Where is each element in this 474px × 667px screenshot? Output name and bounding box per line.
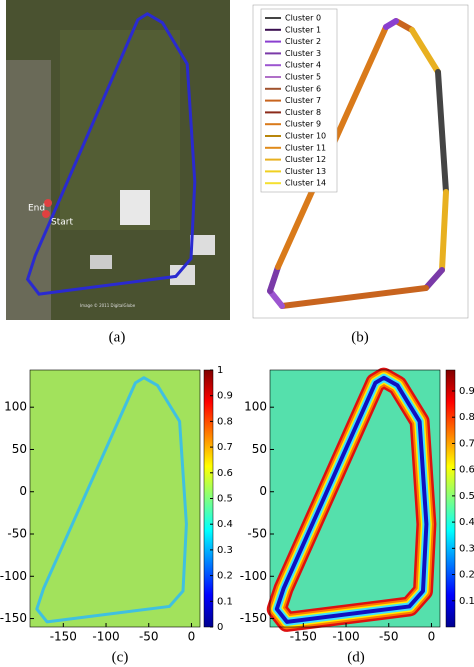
legend-label: Cluster 14 [285,179,326,188]
y-tick-label: 50 [252,442,267,456]
satellite-image [6,0,230,320]
end-label: End [28,204,45,214]
colorbar-tick-label: 0.1 [459,596,474,607]
caption: (b) [351,329,369,345]
colorbar-tick-label: 0.2 [459,570,474,581]
y-tick-label: -100 [0,569,27,583]
y-tick-label: 100 [244,400,267,414]
x-tick-label: -150 [50,630,77,644]
x-tick-label: 0 [188,630,196,644]
legend-label: Cluster 11 [285,143,326,152]
caption: (c) [112,649,129,665]
track [274,375,429,624]
track-segment [393,18,415,33]
y-tick-label: -50 [7,527,27,541]
y-tick-label: 100 [4,400,27,414]
colorbar-tick-label: 0.5 [217,494,233,505]
track-segment [383,18,399,30]
colorbar-tick-label: 0.4 [217,519,233,530]
legend-entries: Cluster 0 Cluster 1 Cluster 2 Cluster 3 Clus… [265,14,326,188]
axes-frame [29,369,201,628]
track-segment [267,264,281,294]
legend-label: Cluster 7 [285,96,321,105]
track-segment [423,267,445,291]
legend-label: Cluster 3 [285,49,321,58]
track-segment [279,285,429,309]
y-tick-label: -150 [0,611,27,625]
y-tick-label: 50 [12,442,27,456]
track [25,12,197,296]
legend-label: Cluster 9 [285,120,321,129]
y-tick-label: 0 [259,484,267,498]
legend-label: Cluster 8 [285,108,321,117]
track-segment [435,69,449,195]
y-tick-label: 0 [19,484,27,498]
legend-label: Cluster 10 [285,132,326,141]
y-tick-label: -150 [240,611,267,625]
legend-label: Cluster 12 [285,155,326,164]
credit: Image © 2011 DigitalGlobe [80,303,136,308]
colorbar-tick-label: 0.3 [217,545,233,556]
colorbar-tick-label: 0.9 [459,386,474,397]
x-tick-label: -100 [332,630,359,644]
legend-label: Cluster 1 [285,25,321,34]
end-pin [44,199,52,207]
x-tick-label: -100 [92,630,119,644]
heatmap-background [30,370,200,627]
x-tick-label: -50 [379,630,399,644]
colorbar-tick-label: 0.7 [459,438,474,449]
x-tick-label: 0 [428,630,436,644]
x-tick-label: -150 [290,630,317,644]
colorbar-tick-label: 0.6 [217,468,233,479]
colorbar-tick-label: 0.1 [217,596,233,607]
legend-label: Cluster 13 [285,167,326,176]
legend-label: Cluster 5 [285,73,321,82]
colorbar [445,369,456,628]
caption: (d) [347,649,365,665]
x-tick-label: -50 [139,630,159,644]
colorbar-tick-label: 0.5 [459,491,474,502]
legend-label: Cluster 4 [285,61,321,70]
track-segment [439,189,449,273]
y-tick-label: -50 [247,527,267,541]
legend-label: Cluster 0 [285,14,321,23]
colorbar-tick-label: 0.2 [217,571,233,582]
start-label: Start [51,218,73,228]
track-segment [409,27,441,75]
colorbar-tick-label: 0.6 [459,465,474,476]
legend-label: Cluster 6 [285,84,321,93]
track-segment [267,288,285,309]
axes-frame [269,369,441,628]
colorbar-tick-label: 0.7 [217,442,233,453]
colorbar-tick-label: 0.8 [217,416,233,427]
colorbar-tick-label: 0 [217,622,223,633]
colorbar-tick-label: 0.8 [459,412,474,423]
y-tick-label: -100 [240,569,267,583]
legend-label: Cluster 2 [285,37,321,46]
colorbar-tick-label: 0.3 [459,543,474,554]
start-pin [42,210,50,218]
track [35,376,188,624]
colorbar-tick-label: 0.4 [459,517,474,528]
colorbar-tick-label: 0.9 [217,391,233,402]
caption: (a) [109,329,126,345]
colorbar-tick-label: 1 [217,365,223,376]
